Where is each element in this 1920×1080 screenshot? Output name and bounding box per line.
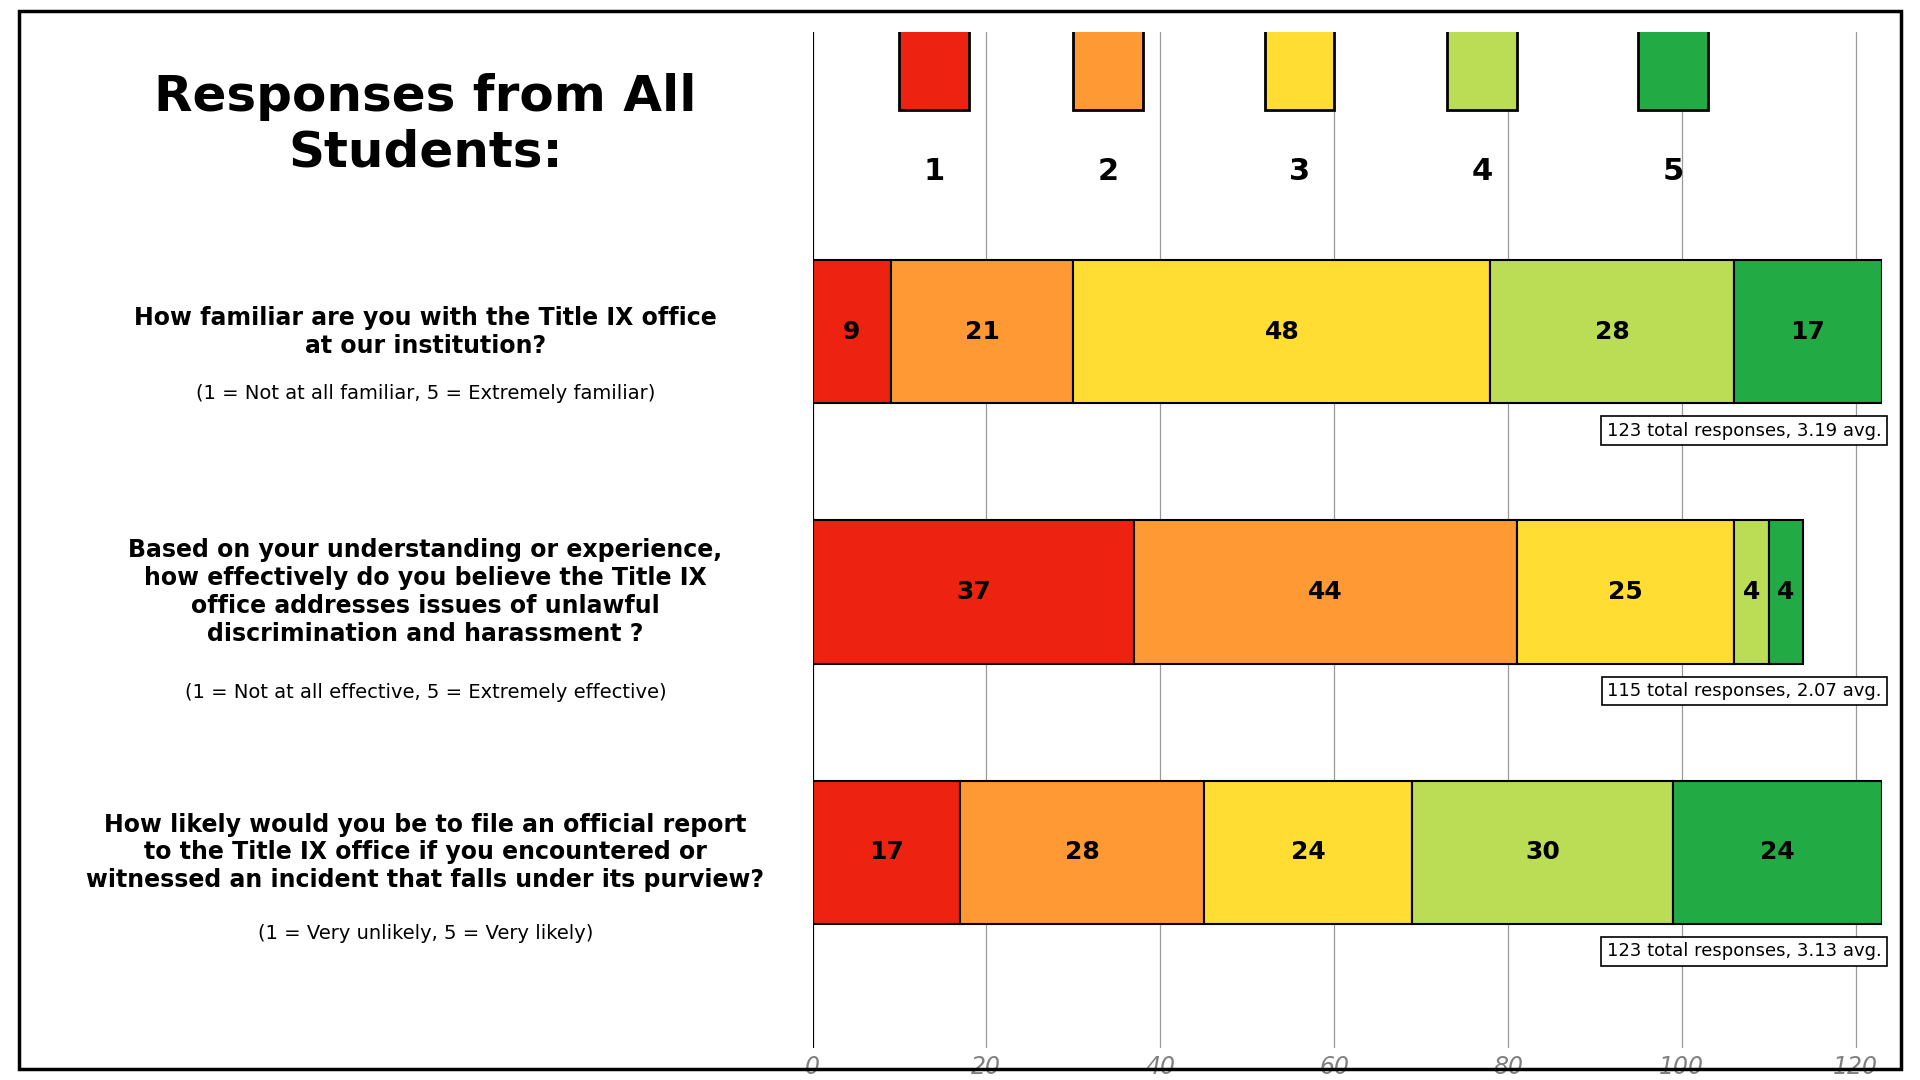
Text: Based on your understanding or experience,
how effectively do you believe the Ti: Based on your understanding or experienc… xyxy=(129,538,722,646)
Bar xyxy=(1135,521,1517,663)
Text: 24: 24 xyxy=(1290,840,1325,864)
Text: 37: 37 xyxy=(956,580,991,604)
FancyBboxPatch shape xyxy=(1073,0,1142,110)
Bar xyxy=(1734,260,1882,403)
Bar xyxy=(1413,781,1672,924)
Bar xyxy=(1768,521,1803,663)
Text: How familiar are you with the Title IX office
at our institution?: How familiar are you with the Title IX o… xyxy=(134,306,716,357)
Bar xyxy=(891,260,1073,403)
Text: 17: 17 xyxy=(1789,320,1826,343)
Bar xyxy=(812,521,1135,663)
Text: 48: 48 xyxy=(1265,320,1300,343)
Bar xyxy=(1672,781,1882,924)
Text: 30: 30 xyxy=(1524,840,1561,864)
FancyBboxPatch shape xyxy=(899,0,970,110)
Bar xyxy=(1734,521,1768,663)
Text: Responses from All
Students:: Responses from All Students: xyxy=(154,73,697,177)
Text: 24: 24 xyxy=(1761,840,1795,864)
Text: 115 total responses, 2.07 avg.: 115 total responses, 2.07 avg. xyxy=(1607,681,1882,700)
Text: (1 = Very unlikely, 5 = Very likely): (1 = Very unlikely, 5 = Very likely) xyxy=(257,923,593,943)
Text: (1 = Not at all effective, 5 = Extremely effective): (1 = Not at all effective, 5 = Extremely… xyxy=(184,683,666,702)
Text: 21: 21 xyxy=(964,320,1000,343)
Text: 4: 4 xyxy=(1778,580,1795,604)
Text: 28: 28 xyxy=(1064,840,1100,864)
Text: How likely would you be to file an official report
to the Title IX office if you: How likely would you be to file an offic… xyxy=(86,812,764,892)
Bar xyxy=(812,781,960,924)
Text: 44: 44 xyxy=(1308,580,1342,604)
Text: 1: 1 xyxy=(924,158,945,187)
Text: 123 total responses, 3.19 avg.: 123 total responses, 3.19 avg. xyxy=(1607,421,1882,440)
Text: 4: 4 xyxy=(1743,580,1761,604)
Text: (1 = Not at all familiar, 5 = Extremely familiar): (1 = Not at all familiar, 5 = Extremely … xyxy=(196,384,655,403)
FancyBboxPatch shape xyxy=(1638,0,1707,110)
Text: 3: 3 xyxy=(1288,158,1309,187)
Text: 2: 2 xyxy=(1098,158,1119,187)
Text: 25: 25 xyxy=(1607,580,1644,604)
Bar xyxy=(812,260,891,403)
Bar xyxy=(1490,260,1734,403)
Text: 4: 4 xyxy=(1471,158,1492,187)
Text: 123 total responses, 3.13 avg.: 123 total responses, 3.13 avg. xyxy=(1607,942,1882,960)
Text: 17: 17 xyxy=(870,840,904,864)
FancyBboxPatch shape xyxy=(1448,0,1517,110)
FancyBboxPatch shape xyxy=(1265,0,1334,110)
Bar xyxy=(1204,781,1413,924)
Bar xyxy=(1517,521,1734,663)
Text: 28: 28 xyxy=(1596,320,1630,343)
Text: 5: 5 xyxy=(1663,158,1684,187)
Bar xyxy=(1073,260,1490,403)
Text: 9: 9 xyxy=(843,320,860,343)
Bar xyxy=(960,781,1204,924)
